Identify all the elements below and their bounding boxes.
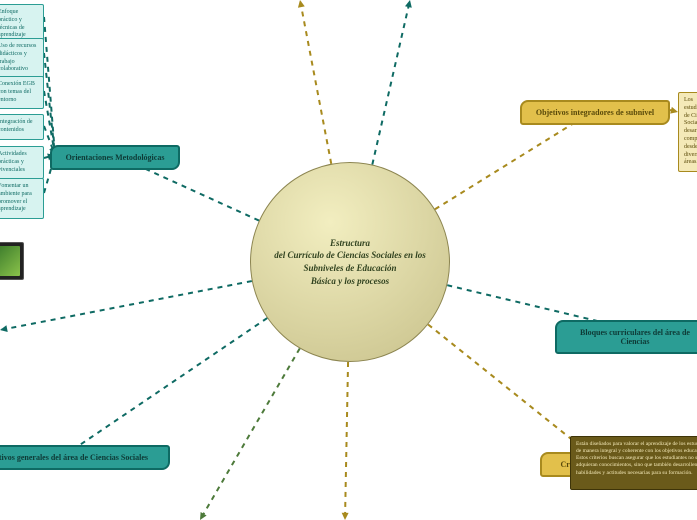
node-objetivos-generales[interactable]: Objetivos generales del área de Ciencias… <box>0 445 170 470</box>
central-topic[interactable]: Estructuradel Currículo de Ciencias Soci… <box>250 162 450 362</box>
node-objetivos-integradores[interactable]: Objetivos integradores de subnivel <box>520 100 670 125</box>
mindmap-canvas: Estructuradel Currículo de Ciencias Soci… <box>0 0 697 520</box>
detail-orient-6: Fomentar un ambiente para promover el ap… <box>0 178 44 219</box>
detail-orient-3: Conexión EGB con temas del entorno <box>0 76 44 109</box>
thumbnail-image[interactable] <box>0 242 24 280</box>
node-orientaciones[interactable]: Orientaciones Metodológicas <box>50 145 180 170</box>
detail-orient-2: Uso de recursos didácticos y trabajo col… <box>0 38 44 79</box>
detail-orient-5: Actividades prácticas y vivenciales <box>0 146 44 179</box>
detail-obj-integradores: Los estudiantes de Ciencias Sociales des… <box>678 92 697 172</box>
detail-orient-4: Integración de contenidos <box>0 114 44 140</box>
central-topic-text: Estructuradel Currículo de Ciencias Soci… <box>274 237 426 287</box>
node-bloques-curriculares[interactable]: Bloques curriculares del área de Ciencia… <box>555 320 697 354</box>
detail-criterios: Están diseñados para valorar el aprendiz… <box>570 436 697 490</box>
